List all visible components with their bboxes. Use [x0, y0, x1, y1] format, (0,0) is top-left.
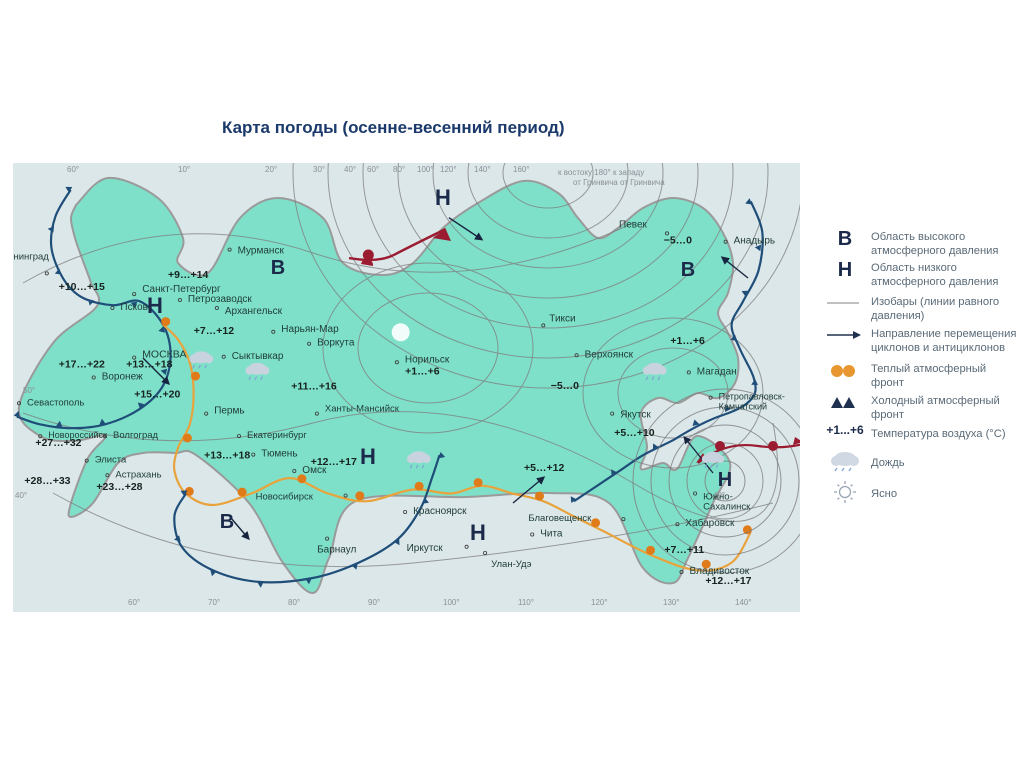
svg-text:Севастополь: Севастополь — [27, 397, 84, 408]
svg-text:120°: 120° — [440, 165, 457, 174]
svg-text:+10…+15: +10…+15 — [59, 281, 105, 293]
svg-text:+1…+6: +1…+6 — [670, 335, 705, 347]
svg-text:Верхоянск: Верхоянск — [585, 349, 634, 360]
svg-text:−5…0: −5…0 — [551, 380, 579, 392]
svg-text:Сахалинск: Сахалинск — [703, 502, 751, 513]
svg-text:+27…+32: +27…+32 — [35, 437, 81, 449]
svg-text:Певек: Певек — [619, 219, 648, 230]
svg-text:Ханты-Мансийск: Ханты-Мансийск — [325, 404, 400, 415]
svg-text:40°: 40° — [15, 491, 27, 500]
svg-text:Благовещенск: Благовещенск — [528, 513, 592, 524]
svg-text:Тикси: Тикси — [549, 313, 575, 324]
svg-text:140°: 140° — [474, 165, 491, 174]
svg-text:+5…+10: +5…+10 — [614, 427, 654, 439]
svg-text:Калининград: Калининград — [13, 251, 49, 262]
svg-text:−5…0: −5…0 — [664, 234, 692, 246]
svg-text:+15…+20: +15…+20 — [134, 388, 180, 400]
svg-text:Волгоград: Волгоград — [113, 430, 159, 441]
svg-text:60°: 60° — [367, 165, 379, 174]
svg-text:110°: 110° — [518, 598, 534, 607]
svg-text:Тюмень: Тюмень — [261, 449, 297, 460]
svg-text:60°: 60° — [128, 598, 140, 607]
svg-text:80°: 80° — [288, 598, 300, 607]
svg-text:Пермь: Пермь — [214, 406, 244, 417]
svg-text:Нарьян-Мар: Нарьян-Мар — [281, 324, 339, 335]
svg-text:+13…+18: +13…+18 — [204, 450, 250, 462]
svg-text:Норильск: Норильск — [405, 354, 450, 365]
svg-text:В: В — [220, 511, 234, 533]
svg-text:120°: 120° — [591, 598, 608, 607]
svg-text:Петропавловск-: Петропавловск- — [719, 392, 785, 402]
svg-text:50°: 50° — [23, 386, 35, 395]
svg-text:+11…+16: +11…+16 — [291, 380, 337, 392]
svg-text:Хабаровск: Хабаровск — [685, 517, 735, 529]
svg-text:+12…+17: +12…+17 — [311, 456, 357, 468]
svg-text:Красноярск: Красноярск — [413, 506, 467, 517]
svg-text:Якутск: Якутск — [620, 410, 651, 421]
svg-text:+9…+14: +9…+14 — [168, 269, 208, 281]
svg-text:+28…+33: +28…+33 — [24, 475, 70, 487]
svg-text:160°: 160° — [513, 165, 530, 174]
svg-text:30°: 30° — [313, 165, 325, 174]
svg-text:Н: Н — [147, 293, 163, 318]
svg-text:Новосибирск: Новосибирск — [256, 492, 314, 503]
svg-text:+7…+11: +7…+11 — [664, 544, 704, 556]
svg-text:40°: 40° — [344, 165, 356, 174]
svg-text:80°: 80° — [393, 165, 405, 174]
svg-text:130°: 130° — [663, 598, 680, 607]
svg-text:+17…+22: +17…+22 — [59, 359, 105, 371]
svg-text:Воронеж: Воронеж — [102, 372, 143, 383]
svg-text:100°: 100° — [443, 598, 460, 607]
svg-text:к востоку 180° к западу: к востоку 180° к западу — [558, 168, 644, 177]
svg-text:+1…+6: +1…+6 — [405, 366, 440, 378]
svg-text:Екатеринбург: Екатеринбург — [247, 430, 307, 441]
svg-text:от Гринвича от Гринвича: от Гринвича от Гринвича — [573, 178, 665, 187]
svg-text:В: В — [681, 259, 695, 281]
svg-text:Петрозаводск: Петрозаводск — [188, 294, 253, 305]
svg-text:+12…+17: +12…+17 — [705, 575, 751, 587]
svg-text:Элиста: Элиста — [95, 455, 127, 466]
svg-text:Н: Н — [718, 469, 732, 491]
svg-text:Иркутск: Иркутск — [407, 543, 444, 554]
svg-text:Барнаул: Барнаул — [317, 545, 356, 556]
svg-text:Н: Н — [360, 444, 376, 469]
svg-text:+7…+12: +7…+12 — [194, 325, 234, 337]
svg-text:Чита: Чита — [540, 529, 563, 540]
svg-text:90°: 90° — [368, 598, 380, 607]
svg-text:60°: 60° — [67, 165, 79, 174]
svg-text:Анадырь: Анадырь — [734, 236, 776, 247]
svg-text:+23…+28: +23…+28 — [96, 481, 142, 493]
svg-text:Улан-Удэ: Улан-Удэ — [491, 559, 532, 570]
svg-text:+13…+18: +13…+18 — [126, 359, 172, 371]
svg-text:10°: 10° — [178, 165, 190, 174]
svg-text:100°: 100° — [417, 165, 434, 174]
svg-text:+5…+12: +5…+12 — [524, 462, 564, 474]
svg-text:140°: 140° — [735, 598, 752, 607]
svg-text:Архангельск: Архангельск — [225, 306, 283, 317]
svg-text:В: В — [271, 257, 285, 279]
svg-text:Н: Н — [470, 520, 486, 545]
svg-text:Сыктывкар: Сыктывкар — [232, 351, 284, 362]
svg-text:Мурманск: Мурманск — [238, 246, 285, 257]
svg-text:Воркута: Воркута — [317, 338, 355, 349]
svg-text:Псков: Псков — [120, 302, 148, 313]
svg-text:20°: 20° — [265, 165, 277, 174]
svg-text:Н: Н — [435, 185, 451, 210]
svg-text:70°: 70° — [208, 598, 220, 607]
svg-text:Магадан: Магадан — [697, 366, 737, 377]
svg-text:Камчатский: Камчатский — [719, 402, 767, 412]
svg-text:Астрахань: Астрахань — [115, 469, 161, 480]
